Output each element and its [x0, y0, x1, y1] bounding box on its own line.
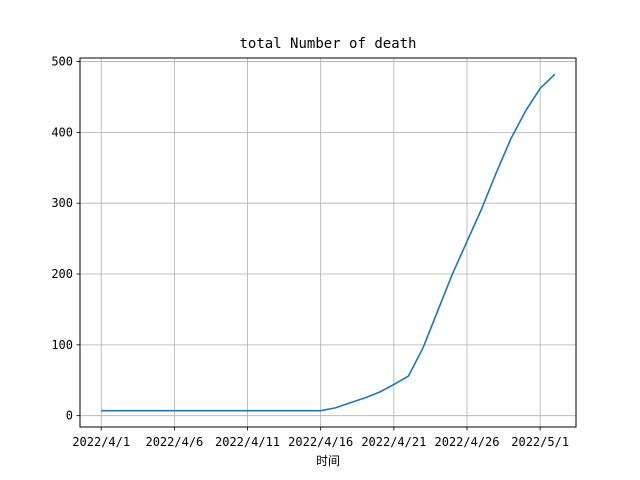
- y-tick-label: 500: [51, 55, 73, 69]
- x-tick-label: 2022/4/1: [72, 435, 130, 449]
- x-tick-label: 2022/4/26: [434, 435, 499, 449]
- y-tick-label: 300: [51, 196, 73, 210]
- x-tick-label: 2022/4/6: [145, 435, 203, 449]
- x-tick-label: 2022/4/21: [361, 435, 426, 449]
- x-axis-label: 时间: [316, 454, 340, 468]
- y-tick-label: 100: [51, 338, 73, 352]
- y-axis-ticks: 0 100 200 300 400 500: [51, 55, 80, 423]
- y-tick-label: 0: [66, 409, 73, 423]
- x-tick-label: 2022/5/1: [511, 435, 569, 449]
- x-axis-ticks: 2022/4/1 2022/4/6 2022/4/11 2022/4/16 2022/4…: [72, 427, 569, 449]
- x-tick-label: 2022/4/16: [288, 435, 353, 449]
- series-layer: [101, 73, 556, 412]
- y-tick-label: 200: [51, 267, 73, 281]
- y-tick-label: 400: [51, 125, 73, 139]
- x-tick-label: 2022/4/11: [215, 435, 280, 449]
- chart-title: total Number of death: [239, 36, 416, 52]
- plot-frame: [79, 57, 577, 428]
- series-line: [101, 73, 556, 412]
